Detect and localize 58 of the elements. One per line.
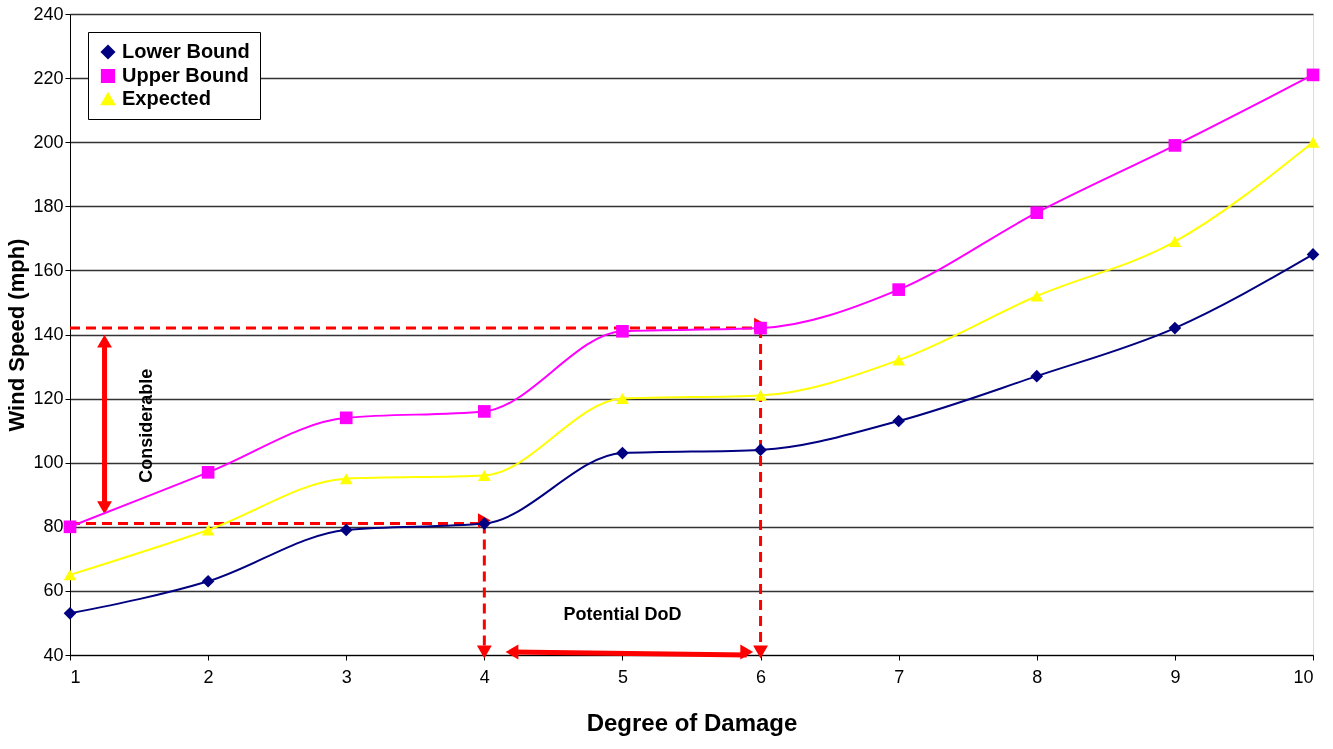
x-tick-label: 10 [1293, 666, 1314, 687]
x-tick-label: 6 [756, 666, 767, 687]
y-tick-label: 200 [33, 131, 64, 152]
y-tick-label: 60 [43, 580, 64, 601]
point [616, 324, 629, 338]
point [339, 411, 353, 425]
point [1306, 248, 1320, 261]
y-tick-label: 120 [33, 388, 64, 409]
x-tick-label: 9 [1170, 666, 1181, 687]
point [1030, 369, 1044, 383]
x-tick-label: 3 [341, 666, 352, 687]
y-axis-title: Wind Speed (mph) [4, 238, 30, 432]
point [1168, 139, 1182, 152]
point [1030, 206, 1044, 220]
point [1030, 290, 1044, 302]
point [1306, 136, 1320, 148]
point [478, 470, 491, 481]
x-tick-label: 7 [894, 666, 905, 687]
point [754, 389, 767, 401]
point [754, 443, 767, 457]
point [616, 393, 629, 405]
point [63, 607, 77, 620]
y-tick-label: 140 [33, 324, 64, 344]
point [478, 405, 491, 418]
y-tick-label: 240 [33, 3, 64, 24]
point [892, 414, 905, 428]
point [754, 321, 767, 335]
y-tick-label: 40 [43, 644, 64, 665]
legend-label: Expected [122, 87, 211, 109]
x-tick-label: 4 [479, 666, 490, 687]
legend-label: Upper Bound [122, 64, 249, 86]
point [201, 465, 215, 479]
y-tick-label: 220 [33, 67, 64, 88]
y-tick-label: 180 [33, 195, 64, 216]
y-tick-label: 160 [33, 259, 64, 280]
point [892, 283, 905, 296]
y-tick-label: 80 [43, 516, 64, 537]
legend-label: Lower Bound [122, 40, 250, 62]
point [478, 517, 491, 530]
point [201, 524, 215, 536]
point [892, 354, 905, 366]
point [63, 569, 77, 581]
annotation: Potential DoD [563, 604, 682, 624]
point [1168, 321, 1182, 335]
point [616, 446, 629, 460]
x-tick-label: 1 [70, 666, 81, 687]
annotation: Considerable [135, 368, 156, 483]
point [339, 473, 353, 485]
x-tick-label: 2 [203, 666, 214, 687]
point [1168, 236, 1182, 248]
x-axis-title: Degree of Damage [586, 708, 798, 736]
point [1306, 68, 1320, 82]
point [201, 574, 215, 588]
x-tick-label: 5 [617, 666, 628, 687]
y-tick-label: 100 [33, 452, 64, 473]
point [63, 520, 77, 534]
point [339, 523, 353, 537]
x-tick-label: 8 [1032, 666, 1043, 687]
